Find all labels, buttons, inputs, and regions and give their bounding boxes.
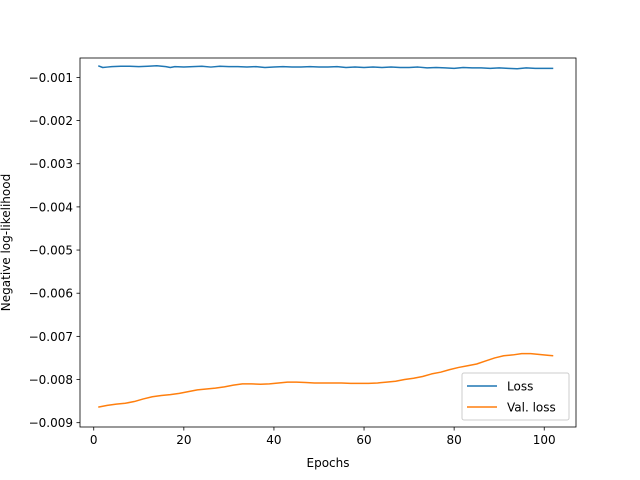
y-tick-label: −0.003 bbox=[29, 157, 73, 171]
y-tick-label: −0.002 bbox=[29, 114, 73, 128]
y-tick-label: −0.004 bbox=[29, 200, 73, 214]
y-tick-label: −0.005 bbox=[29, 244, 73, 258]
y-tick-label: −0.009 bbox=[29, 416, 73, 430]
y-axis: −0.009 −0.008 −0.007 −0.006 −0.005 −0.004 −0.0… bbox=[29, 71, 80, 430]
x-axis: 0 20 40 60 80 100 bbox=[90, 427, 556, 447]
x-tick-label: 20 bbox=[176, 433, 191, 447]
y-tick-label: −0.007 bbox=[29, 330, 73, 344]
x-tick-label: 80 bbox=[446, 433, 461, 447]
x-axis-label: Epochs bbox=[307, 456, 350, 470]
series-line-val-loss bbox=[98, 352, 554, 408]
y-tick-label: −0.006 bbox=[29, 287, 73, 301]
plot-area bbox=[97, 65, 554, 408]
x-tick-label: 40 bbox=[266, 433, 281, 447]
y-tick-label: −0.001 bbox=[29, 71, 73, 85]
legend-label-loss: Loss bbox=[507, 380, 533, 394]
legend-label-val-loss: Val. loss bbox=[507, 401, 556, 415]
axes-frame bbox=[79, 57, 577, 428]
x-tick-label: 60 bbox=[356, 433, 371, 447]
x-tick-label: 100 bbox=[533, 433, 556, 447]
series-line-loss bbox=[97, 65, 554, 70]
legend-box bbox=[461, 372, 570, 421]
y-axis-label: Negative log-likelihood bbox=[0, 174, 13, 311]
x-tick-label: 0 bbox=[90, 433, 98, 447]
y-tick-label: −0.008 bbox=[29, 373, 73, 387]
legend: Loss Val. loss bbox=[461, 372, 570, 421]
